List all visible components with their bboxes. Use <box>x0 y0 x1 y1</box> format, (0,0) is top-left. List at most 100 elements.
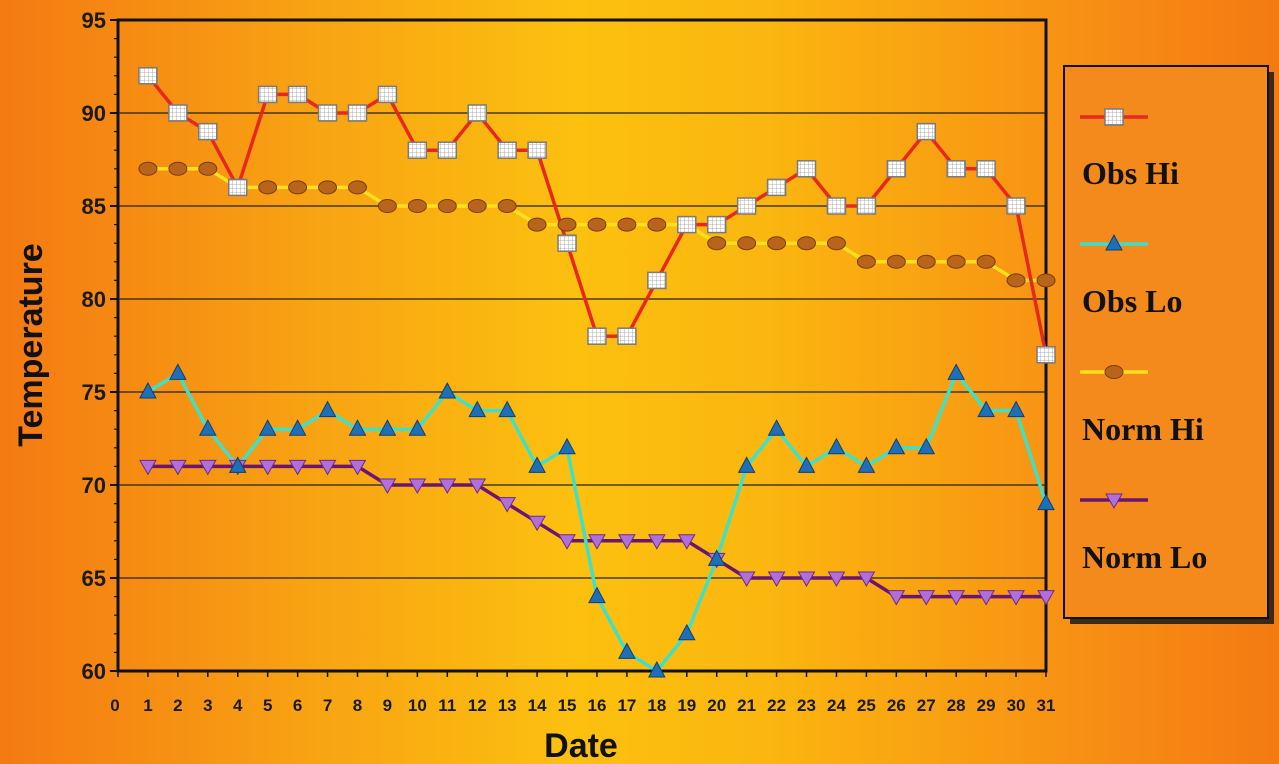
data-point-obs-hi <box>257 85 278 104</box>
data-point-norm-lo <box>318 459 337 476</box>
data-point-obs-hi <box>677 215 697 234</box>
data-point-obs-lo <box>378 419 397 436</box>
x-axis-title: Date <box>544 727 618 764</box>
data-point-norm-lo <box>797 571 816 588</box>
x-tick-label: 4 <box>233 696 243 715</box>
data-point-obs-hi <box>287 85 308 104</box>
data-point-obs-hi <box>706 215 727 234</box>
data-point-norm-hi <box>647 217 667 232</box>
data-point-obs-hi <box>587 327 607 345</box>
x-tick-label: 27 <box>917 696 936 715</box>
data-point-obs-lo <box>198 419 217 436</box>
data-point-norm-lo <box>767 571 786 588</box>
data-point-norm-lo <box>977 590 995 606</box>
data-point-norm-hi <box>707 236 727 251</box>
legend-label-norm-lo: Norm Lo <box>1082 539 1207 575</box>
data-point-norm-lo <box>139 459 157 476</box>
data-point-obs-hi <box>736 197 757 215</box>
x-tick-label: 24 <box>827 696 846 715</box>
data-point-norm-hi <box>557 217 577 232</box>
data-point-obs-hi <box>407 141 428 159</box>
data-point-obs-lo <box>528 456 546 473</box>
data-point-obs-hi <box>377 85 398 104</box>
x-tick-label: 26 <box>887 696 906 715</box>
data-point-norm-hi <box>347 180 367 195</box>
x-tick-label: 0 <box>110 696 119 715</box>
data-point-obs-lo <box>288 419 307 436</box>
data-point-obs-lo <box>498 400 516 418</box>
data-point-obs-lo <box>947 363 966 380</box>
legend-label-obs-hi: Obs Hi <box>1082 155 1179 191</box>
data-point-obs-hi <box>916 122 937 141</box>
x-tick-label: 23 <box>797 696 816 715</box>
data-point-obs-lo <box>707 549 726 566</box>
data-point-obs-lo <box>169 363 187 380</box>
data-point-obs-lo <box>767 419 786 436</box>
data-point-norm-lo <box>288 459 307 476</box>
x-tick-label: 28 <box>947 696 966 715</box>
y-tick-label: 80 <box>82 287 106 312</box>
data-point-norm-hi <box>587 217 607 232</box>
x-tick-label: 14 <box>528 696 547 715</box>
data-point-obs-hi <box>317 104 338 122</box>
x-tick-label: 9 <box>383 696 392 715</box>
data-point-norm-hi <box>377 199 397 213</box>
x-tick-label: 10 <box>408 696 427 715</box>
data-point-obs-lo <box>588 586 606 604</box>
data-point-norm-lo <box>438 478 457 495</box>
x-tick-label: 8 <box>353 696 362 715</box>
data-point-norm-hi <box>288 180 308 195</box>
data-point-norm-hi <box>797 236 817 251</box>
data-point-obs-lo <box>348 419 367 436</box>
data-point-obs-hi <box>557 234 577 252</box>
data-point-norm-hi <box>617 217 637 232</box>
data-point-obs-hi <box>497 141 517 159</box>
data-point-obs-lo <box>677 623 696 641</box>
data-point-obs-hi <box>168 104 188 122</box>
data-point-obs-lo <box>737 456 756 473</box>
data-point-obs-hi <box>856 197 877 215</box>
data-point-norm-hi <box>1036 273 1056 288</box>
legend-marker-norm-lo <box>1105 493 1123 510</box>
data-point-norm-lo <box>258 459 277 476</box>
x-tick-label: 12 <box>468 696 487 715</box>
data-point-norm-hi <box>318 180 338 195</box>
legend-label-obs-lo: Obs Lo <box>1082 283 1182 319</box>
data-point-norm-hi <box>497 199 517 213</box>
data-point-obs-lo <box>887 437 906 455</box>
data-point-norm-lo <box>737 571 756 588</box>
data-point-norm-lo <box>1037 590 1055 606</box>
data-point-obs-lo <box>318 400 337 418</box>
data-point-obs-lo <box>408 419 427 436</box>
x-tick-label: 30 <box>1007 696 1026 715</box>
data-point-norm-hi <box>737 236 757 251</box>
data-point-norm-lo <box>378 478 397 495</box>
data-point-obs-hi <box>766 178 787 197</box>
series-line-obs-lo <box>147 371 1048 673</box>
data-point-norm-lo <box>1007 590 1025 606</box>
data-point-norm-lo <box>618 534 636 550</box>
data-point-norm-lo <box>887 590 906 606</box>
data-point-obs-lo <box>797 456 816 473</box>
data-point-norm-hi <box>407 199 427 213</box>
x-tick-label: 1 <box>143 696 152 715</box>
data-point-obs-lo <box>558 437 576 455</box>
data-point-obs-hi <box>1006 197 1026 215</box>
data-point-norm-lo <box>588 534 606 550</box>
data-point-norm-hi <box>976 254 996 269</box>
legend-label-norm-hi: Norm Hi <box>1082 411 1204 447</box>
x-tick-label: 22 <box>767 696 786 715</box>
series-line-obs-hi <box>146 74 1048 356</box>
data-point-obs-lo <box>1007 400 1025 418</box>
y-tick-label: 60 <box>82 659 106 684</box>
x-tick-label: 7 <box>323 696 332 715</box>
data-point-obs-lo <box>857 456 876 473</box>
data-point-norm-lo <box>917 590 936 606</box>
data-point-norm-hi <box>467 199 487 213</box>
data-point-norm-hi <box>527 217 547 232</box>
plot-area <box>116 18 1048 673</box>
data-point-norm-hi <box>886 254 906 269</box>
x-tick-label: 25 <box>857 696 876 715</box>
x-tick-label: 6 <box>293 696 302 715</box>
data-point-norm-hi <box>1006 273 1026 288</box>
